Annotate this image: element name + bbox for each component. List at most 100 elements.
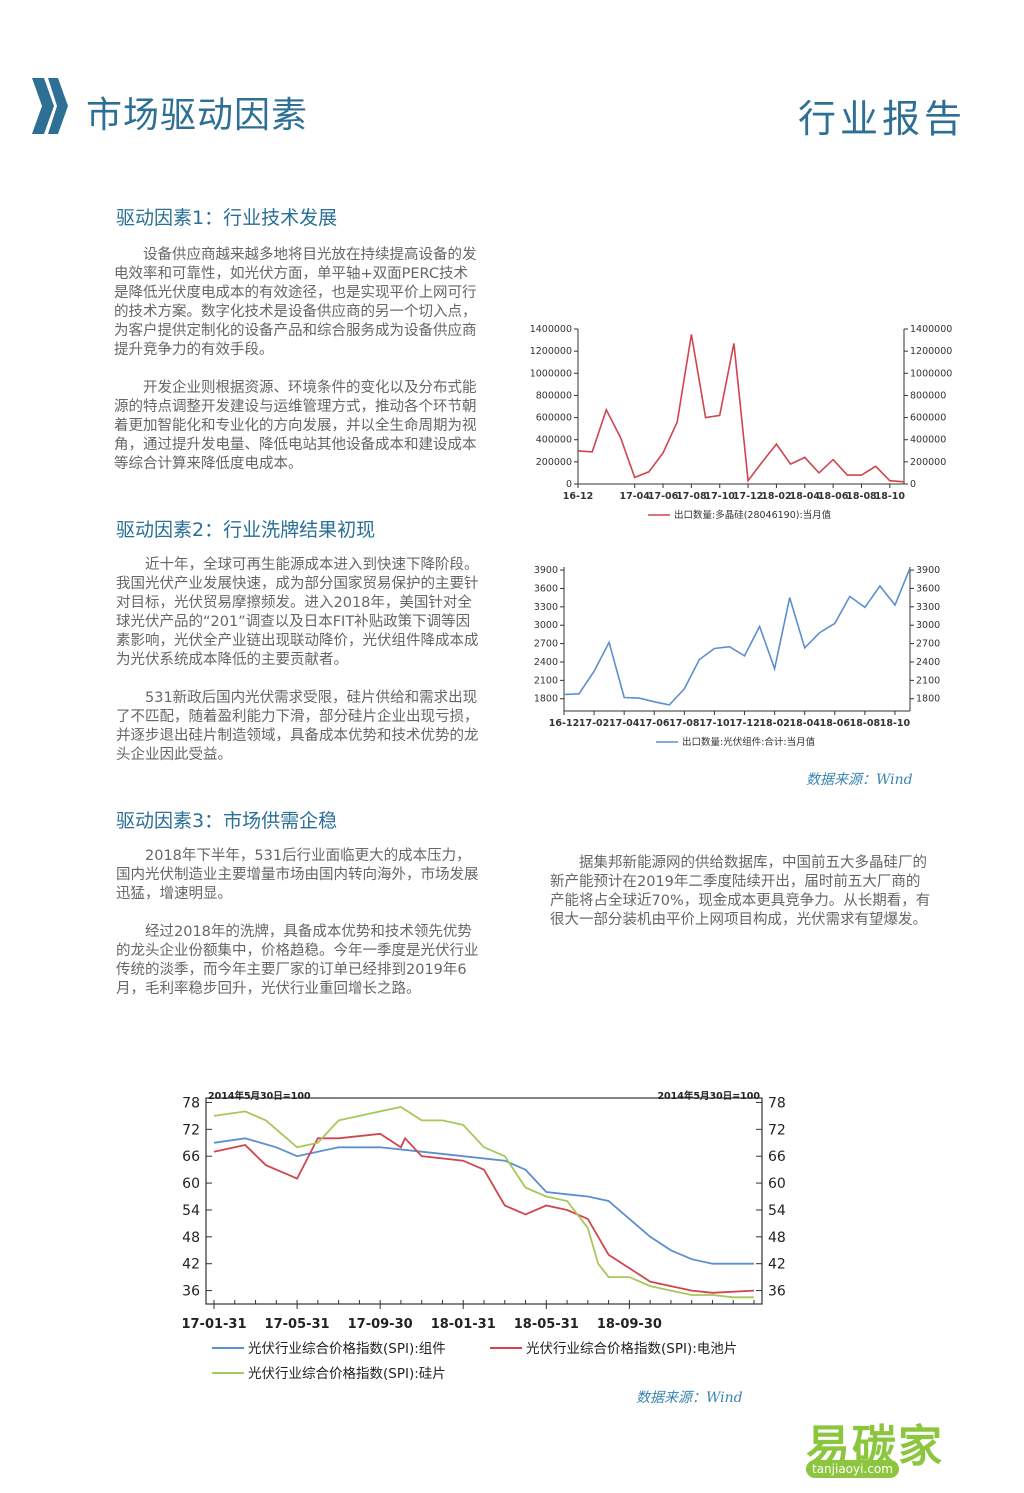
x-tick-label: 18-02 xyxy=(761,491,791,502)
y-tick-label: 3000 xyxy=(916,620,940,631)
series-line xyxy=(213,1132,755,1294)
x-tick-label: 17-05-31 xyxy=(265,1317,330,1332)
y-tick-label: 3600 xyxy=(534,583,558,594)
section-3-body: 2018年下半年，531后行业面临更大的成本压力，国内光伏制造业主要增量市场由国… xyxy=(116,847,484,999)
series-line xyxy=(213,1106,754,1299)
y-tick-label: 3900 xyxy=(534,565,558,576)
y-tick-label: 36 xyxy=(768,1284,786,1300)
legend-label: 光伏行业综合价格指数(SPI):电池片 xyxy=(526,1341,737,1357)
section-3-paragraph: 经过2018年的洗牌，具备成本优势和技术领先优势的龙头企业份额集中，价格趋稳。今… xyxy=(116,924,479,997)
y-tick-label: 200000 xyxy=(536,457,572,468)
y-tick-label: 1000000 xyxy=(530,368,572,379)
y-tick-label: 66 xyxy=(182,1149,200,1165)
y-tick-label: 36 xyxy=(182,1284,200,1300)
y-tick-label: 2700 xyxy=(534,639,558,650)
y-tick-label: 78 xyxy=(768,1095,786,1111)
y-tick-label: 1800 xyxy=(534,694,558,705)
section-2-paragraph: 531新政后国内光伏需求受限，硅片供给和需求出现了不匹配，随着盈利能力下滑，部分… xyxy=(116,690,479,763)
y-tick-label: 2100 xyxy=(534,675,558,686)
y-tick-label: 400000 xyxy=(536,435,572,446)
x-tick-label: 17-06 xyxy=(648,491,679,502)
y-tick-label: 1000000 xyxy=(910,368,952,379)
series-line xyxy=(563,567,911,706)
legend-label: 出口数量:光伏组件:合计:当月值 xyxy=(682,736,816,748)
x-tick-label: 18-08 xyxy=(846,491,877,502)
page-title: 市场驱动因素 xyxy=(86,95,309,136)
x-tick-label: 18-06 xyxy=(820,718,851,729)
x-tick-label: 18-04 xyxy=(790,491,821,502)
x-tick-label: 17-12 xyxy=(729,718,759,729)
series-line xyxy=(213,1137,754,1265)
chevron-logo-icon xyxy=(32,78,68,134)
section-3-side-body: 据集邦新能源网的供给数据库，中国前五大多晶硅厂的新产能预计在2019年二季度陆续… xyxy=(550,854,934,930)
y-tick-label: 48 xyxy=(768,1230,786,1246)
y-tick-label: 72 xyxy=(182,1122,200,1138)
section-1-title: 驱动因素1：行业技术发展 xyxy=(116,207,338,229)
watermark-domain: tanjiaoyi.com xyxy=(806,1460,899,1478)
y-tick-label: 1400000 xyxy=(530,324,572,335)
series-line xyxy=(577,334,905,483)
y-tick-label: 66 xyxy=(768,1149,786,1165)
x-tick-label: 18-10 xyxy=(875,491,906,502)
pv-module-export-chart: 1800 1800 2100 2100 2400 2400 2700 2700 3000 3000… xyxy=(534,565,940,748)
y-tick-label: 600000 xyxy=(910,413,946,424)
y-tick-label: 60 xyxy=(768,1176,786,1192)
x-tick-label: 18-09-30 xyxy=(597,1317,662,1332)
x-tick-label: 18-05-31 xyxy=(514,1317,579,1332)
watermark-logo: 易碳家 tanjiaoyi.com xyxy=(806,1410,1024,1493)
source-note: 数据来源：Wind xyxy=(806,772,913,788)
y-tick-label: 2400 xyxy=(916,657,940,668)
y-tick-label: 200000 xyxy=(910,457,946,468)
spi-price-index-chart: 36 36 42 42 48 48 54 54 60 60 66 66 72 72 78 78 17-01-31… xyxy=(181,1090,786,1382)
legend-label: 光伏行业综合价格指数(SPI):组件 xyxy=(248,1341,446,1357)
section-1-paragraph: 开发企业则根据资源、环境条件的变化以及分布式能源的特点调整开发建设与运维管理方式… xyxy=(114,380,477,472)
y-tick-label: 54 xyxy=(182,1203,200,1219)
y-tick-label: 48 xyxy=(182,1230,200,1246)
x-tick-label: 17-12 xyxy=(733,491,763,502)
y-tick-label: 1200000 xyxy=(530,346,572,357)
legend-label: 光伏行业综合价格指数(SPI):硅片 xyxy=(248,1366,446,1382)
section-3-side-paragraph: 据集邦新能源网的供给数据库，中国前五大多晶硅厂的新产能预计在2019年二季度陆续… xyxy=(550,855,931,928)
section-3-paragraph: 2018年下半年，531后行业面临更大的成本压力，国内光伏制造业主要增量市场由国… xyxy=(116,848,479,902)
x-tick-label: 16-12 xyxy=(549,718,579,729)
x-tick-label: 18-10 xyxy=(880,718,911,729)
y-tick-label: 72 xyxy=(768,1122,786,1138)
x-tick-label: 18-01-31 xyxy=(431,1317,496,1332)
section-1-paragraph: 设备供应商越来越多地将目光放在持续提高设备的发电效率和可靠性，如光伏方面，单平轴… xyxy=(114,247,477,358)
y-tick-label: 2400 xyxy=(534,657,558,668)
y-tick-label: 1400000 xyxy=(910,324,952,335)
x-tick-label: 16-12 xyxy=(563,491,593,502)
legend-label: 出口数量:多晶硅(28046190):当月值 xyxy=(674,509,832,521)
base-annotation-left: 2014年5月30日=100 xyxy=(208,1090,311,1102)
x-tick-label: 18-06 xyxy=(818,491,849,502)
polysilicon-export-chart: 0 0 200000 200000 400000 400000 600000 600000 80… xyxy=(530,324,953,521)
x-tick-label: 17-10 xyxy=(705,491,736,502)
base-annotation-right: 2014年5月30日=100 xyxy=(657,1090,760,1102)
y-tick-label: 1800 xyxy=(916,694,940,705)
y-tick-label: 3000 xyxy=(534,620,558,631)
section-3-title: 驱动因素3：市场供需企稳 xyxy=(116,810,338,832)
section-1-body: 设备供应商越来越多地将目光放在持续提高设备的发电效率和可靠性，如光伏方面，单平轴… xyxy=(114,246,480,474)
y-tick-label: 2700 xyxy=(916,639,940,650)
source-note: 数据来源：Wind xyxy=(636,1390,743,1406)
y-tick-label: 800000 xyxy=(536,390,572,401)
y-tick-label: 3600 xyxy=(916,583,940,594)
y-tick-label: 3300 xyxy=(534,602,558,613)
x-tick-label: 18-04 xyxy=(790,718,821,729)
section-2-body: 近十年，全球可再生能源成本进入到快速下降阶段。我国光伏产业发展快速，成为部分国家… xyxy=(116,556,484,765)
y-tick-label: 3300 xyxy=(916,602,940,613)
y-tick-label: 400000 xyxy=(910,435,946,446)
y-tick-label: 800000 xyxy=(910,390,946,401)
y-tick-label: 78 xyxy=(182,1095,200,1111)
section-2-title: 驱动因素2：行业洗牌结果初现 xyxy=(116,519,376,541)
x-tick-label: 17-04 xyxy=(620,491,651,502)
y-tick-label: 3900 xyxy=(916,565,940,576)
x-tick-label: 17-06 xyxy=(639,718,670,729)
section-2-paragraph: 近十年，全球可再生能源成本进入到快速下降阶段。我国光伏产业发展快速，成为部分国家… xyxy=(116,557,479,668)
y-tick-label: 2100 xyxy=(916,675,940,686)
x-tick-label: 17-08 xyxy=(676,491,707,502)
x-tick-label: 18-08 xyxy=(850,718,881,729)
y-tick-label: 0 xyxy=(566,479,572,490)
y-tick-label: 42 xyxy=(182,1257,200,1273)
report-label: 行业报告 xyxy=(797,97,966,141)
